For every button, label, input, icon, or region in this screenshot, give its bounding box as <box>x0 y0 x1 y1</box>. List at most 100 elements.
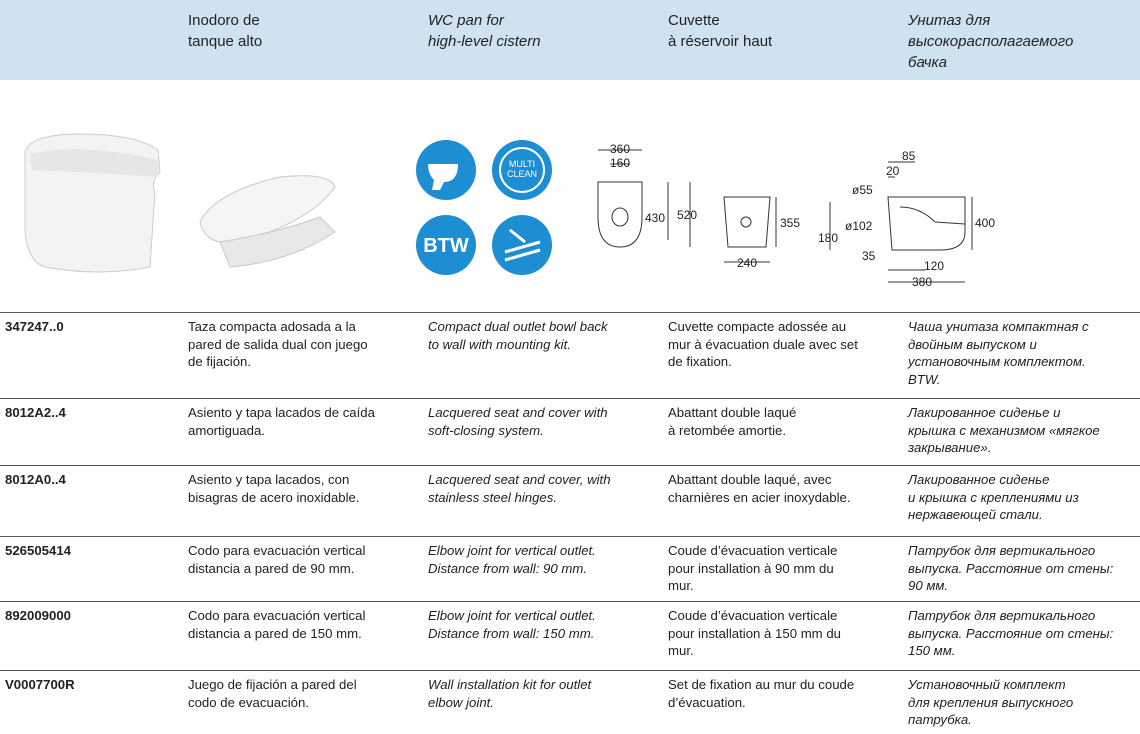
text-line: V0007700R <box>5 677 75 692</box>
text-line: mur. <box>668 643 694 658</box>
text-line: Унитаз для <box>908 12 991 29</box>
table-cell: Wall installation kit for outlet elbow jo… <box>428 676 591 711</box>
table-cell: Cuvette compacte adossée au mur à évacuat… <box>668 318 858 371</box>
text-line: high-level cistern <box>428 33 541 50</box>
icon-btw <box>416 215 476 275</box>
icon-text: BTW <box>423 235 469 257</box>
text-line: Distance from wall: 90 mm. <box>428 560 588 576</box>
text-line: выпуска. Расстояние от стены: <box>908 560 1114 576</box>
drawing-back <box>723 196 777 263</box>
text-line: WC pan for <box>428 12 504 29</box>
text-line: Elbow joint for vertical outlet. <box>428 543 596 558</box>
icon-soft-close <box>492 215 552 275</box>
text-line: Lacquered seat and cover with <box>428 405 608 420</box>
table-cell: Asiento y tapa lacados de caída amortigua… <box>188 404 375 439</box>
dimension: 520 <box>677 208 697 222</box>
table-cell: Установочный комплект для крепления выпус… <box>908 676 1073 729</box>
text-line: Juego de fijación a pared del <box>188 677 357 692</box>
seat-ring <box>219 216 336 268</box>
text-line: BTW. <box>908 371 941 387</box>
table-cell: Патрубок для вертикального выпуска. Расст… <box>908 542 1113 595</box>
text-line: и крышка с креплениями из <box>908 489 1079 505</box>
table-cell: 526505414 <box>5 542 71 560</box>
text-line: Compact dual outlet bowl back <box>428 319 608 334</box>
table-cell: Abattant double laqué, avec charnières en… <box>668 471 851 506</box>
text-line: для крепления выпускного <box>908 694 1074 710</box>
dimension: 360 <box>610 142 630 156</box>
text-line: Abattant double laqué <box>668 405 797 420</box>
icon-text: CLEAN <box>507 169 537 179</box>
dimension: ø55 <box>852 183 873 197</box>
table-cell: Elbow joint for vertical outlet. Distance… <box>428 542 596 577</box>
text-line: 892009000 <box>5 608 72 623</box>
table-cell: Elbow joint for vertical outlet. Distance… <box>428 607 596 642</box>
drawing-top <box>597 149 691 248</box>
text-line: Патрубок для вертикального <box>908 543 1096 558</box>
table-cell: Coude d’évacuation verticale pour install… <box>668 542 837 595</box>
text-line: Elbow joint for vertical outlet. <box>428 608 596 623</box>
table-cell: Лакированное сиденье и крышка с крепления… <box>908 471 1079 524</box>
text-line: 150 мм. <box>908 643 956 658</box>
text-line: codo de evacuación. <box>188 694 309 710</box>
icon-ring <box>499 147 545 193</box>
table-row: 8012A2..4 Asiento y tapa lacados de caída… <box>0 398 1140 466</box>
text-line: soft-closing system. <box>428 422 544 438</box>
text-line: Distance from wall: 150 mm. <box>428 625 595 641</box>
table-cell: Патрубок для вертикального выпуска. Расст… <box>908 607 1113 660</box>
text-line: закрывание». <box>908 440 992 455</box>
dimension: 20 <box>886 164 900 178</box>
dimension: 400 <box>975 216 995 230</box>
icon-text: MULTI <box>509 159 535 169</box>
text-line: mur à évacuation duale avec set <box>668 336 858 352</box>
table-row: 892009000 Codo para evacuación vertical di… <box>0 601 1140 671</box>
header-cell: Унитаз для высокорасполагаемого бачка <box>908 10 1073 73</box>
text-line: патрубка. <box>908 712 972 727</box>
text-line: Taza compacta adosada a la <box>188 319 356 334</box>
table-cell: 892009000 <box>5 607 71 625</box>
text-line: d’évacuation. <box>668 694 746 710</box>
text-line: Set de fixation au mur du coude <box>668 677 855 692</box>
text-line: de fixation. <box>668 354 732 369</box>
table-row: 526505414 Codo para evacuación vertical di… <box>0 536 1140 602</box>
images: MULTI CLEAN BTW 360 160 430 520 355 240 … <box>24 133 995 289</box>
table-cell: V0007700R <box>5 676 75 694</box>
dimension: 160 <box>610 156 630 170</box>
table-cell: Codo para evacuación vertical distancia a… <box>188 542 365 577</box>
dimension: 240 <box>737 256 757 270</box>
text-line: установочным комплектом. <box>908 354 1086 369</box>
text-line: tanque alto <box>188 33 263 50</box>
table-cell: 347247..0 <box>5 318 64 336</box>
text-line: Inodoro de <box>188 12 260 29</box>
header: Inodoro de tanque alto WC pan for high-leve… <box>0 0 1140 80</box>
text-line: amortiguada. <box>188 422 265 438</box>
text-line: pour installation à 90 mm du <box>668 560 834 576</box>
table-cell: Lacquered seat and cover with soft-closin… <box>428 404 608 439</box>
header-cell: Cuvette à réservoir haut <box>668 10 772 52</box>
table-row: 8012A0..4 Asiento y tapa lacados, con bisa… <box>0 465 1140 537</box>
dimension: 380 <box>912 275 932 289</box>
text-line: Codo para evacuación vertical <box>188 543 366 558</box>
text-line: Cuvette compacte adossée au <box>668 319 847 334</box>
table-cell: Compact dual outlet bowl back to wall wit… <box>428 318 608 353</box>
dimension: ø102 <box>845 219 873 233</box>
text-line: distancia a pared de 150 mm. <box>188 625 362 641</box>
table-cell: 8012A2..4 <box>5 404 66 422</box>
table-cell: 8012A0..4 <box>5 471 66 489</box>
text-line: бачка <box>908 54 947 71</box>
text-line: нержавеющей стали. <box>908 507 1043 522</box>
text-line: 8012A0..4 <box>5 472 66 487</box>
text-line: Лакированное сиденье <box>908 472 1050 487</box>
text-line: Lacquered seat and cover, with <box>428 472 611 487</box>
header-cell: WC pan for high-level cistern <box>428 10 541 52</box>
text-line: mur. <box>668 578 694 593</box>
header-cell: Inodoro de tanque alto <box>188 10 262 52</box>
text-line: крышка с механизмом «мягкое <box>908 422 1100 438</box>
table-cell: Lacquered seat and cover, with stainless … <box>428 471 611 506</box>
text-line: Cuvette <box>668 12 720 29</box>
table-cell: Лакированное сиденье и крышка с механизмо… <box>908 404 1100 457</box>
text-line: à réservoir haut <box>668 33 773 50</box>
text-line: bisagras de acero inoxidable. <box>188 489 360 505</box>
text-line: Установочный комплект <box>908 677 1066 692</box>
text-line: distancia a pared de 90 mm. <box>188 560 355 576</box>
text-line: Чаша унитаза компактная с <box>908 319 1089 334</box>
